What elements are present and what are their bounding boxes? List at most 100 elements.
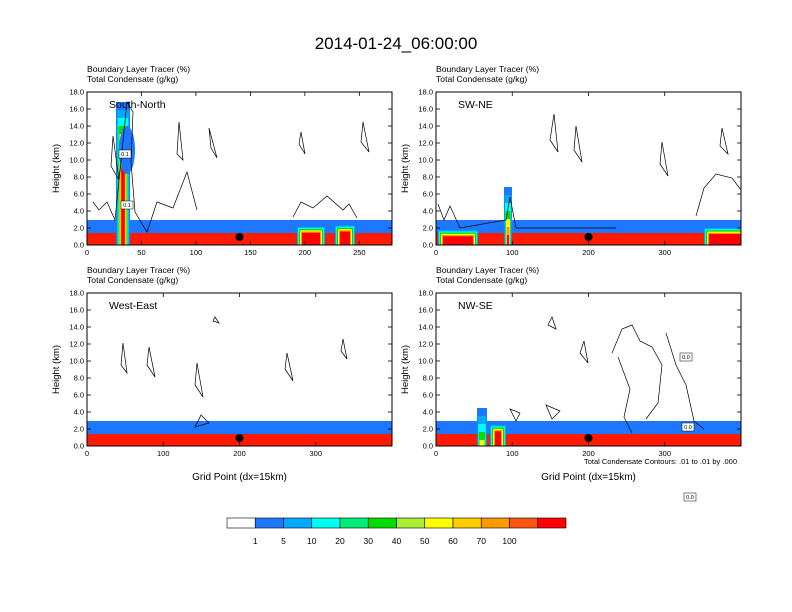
colorbar-swatch [226,517,256,529]
y-axis-label: Height (km) [51,144,62,193]
x-tick-label: 150 [244,248,257,257]
shade-band [87,421,392,436]
condensate-contour [545,404,561,420]
station-marker [584,434,593,442]
figure-title: 2014-01-24_06:00:00 [315,34,478,53]
condensate-contour [549,113,559,153]
y-tick-label: 10.0 [69,156,84,165]
y-tick-label: 16.0 [418,105,433,114]
y-tick-label: 16.0 [69,306,84,315]
y-axis-label: Height (km) [400,144,411,193]
panel-variable-1: Boundary Layer Tracer (%) [87,64,190,74]
condensate-contour [292,195,358,219]
y-tick-label: 0.0 [74,241,84,250]
y-axis-label: Height (km) [400,345,411,394]
y-tick-label: 12.0 [418,340,433,349]
y-tick-label: 10.0 [418,156,433,165]
colorbar-label: 30 [364,536,374,546]
shade-spike [507,235,509,245]
condensate-contour [92,100,198,233]
plot-area [436,113,741,245]
x-tick-label: 300 [658,449,671,458]
condensate-contour [659,141,669,177]
colorbar-swatch [480,517,510,529]
panel-nw-se: Boundary Layer Tracer (%)Total Condensat… [400,265,742,502]
plot-area [436,316,741,446]
x-axis-label: Grid Point (dx=15km) [541,472,636,483]
panel-sw-ne: Boundary Layer Tracer (%)Total Condensat… [400,64,742,257]
panel-variable-2: Total Condensate (g/kg) [87,275,178,285]
shade-spike [478,432,486,446]
y-tick-label: 2.0 [74,224,84,233]
panel-variable-2: Total Condensate (g/kg) [436,74,527,84]
x-tick-label: 200 [299,248,312,257]
panel-variable-2: Total Condensate (g/kg) [87,74,178,84]
condensate-contour [665,332,705,430]
x-tick-label: 0 [85,248,89,257]
station-marker [235,434,244,442]
panel-variable-1: Boundary Layer Tracer (%) [436,64,539,74]
shade-spike [121,150,125,245]
contour-label-box [679,352,693,362]
panel-south-north: Boundary Layer Tracer (%)Total Condensat… [51,64,393,257]
shade-rise [302,232,320,245]
contour-label-box [683,492,697,502]
colorbar-label: 1 [253,536,258,546]
colorbar: 1 5 10 20 30 40 50 60 70 100 [226,517,567,546]
x-tick-label: 100 [157,449,170,458]
colorbar-swatch [283,517,313,529]
y-tick-label: 4.0 [74,207,84,216]
y-tick-label: 4.0 [423,207,433,216]
colorbar-label: 20 [335,536,345,546]
condensate-contour [194,414,210,428]
x-tick-label: 300 [309,449,322,458]
condensate-contour [212,316,220,324]
condensate-contour [579,340,589,364]
condensate-contour [611,324,663,420]
x-axis-label: Grid Point (dx=15km) [192,472,287,483]
x-tick-label: 100 [506,449,519,458]
condensate-contour [298,131,306,155]
y-tick-label: 14.0 [418,122,433,131]
y-tick-label: 0.0 [74,442,84,451]
condensate-contour [176,121,184,161]
shade-band [436,220,741,235]
x-tick-label: 200 [233,449,246,458]
station-marker [235,233,244,241]
x-tick-label: 0 [85,449,89,458]
y-tick-label: 4.0 [74,408,84,417]
x-tick-label: 200 [582,248,595,257]
y-tick-label: 10.0 [418,357,433,366]
panel-label: NW-SE [458,300,493,312]
contour-label: 0.0 [684,425,692,431]
condensate-contour [340,338,348,360]
contour-label-box [681,422,695,432]
colorbar-label: 10 [307,536,317,546]
y-tick-label: 8.0 [423,374,433,383]
y-tick-label: 12.0 [69,340,84,349]
y-tick-label: 6.0 [74,391,84,400]
shade-rise [709,234,741,245]
y-tick-label: 18.0 [69,88,84,97]
condensate-contour [110,135,120,181]
condensate-contour [146,346,156,378]
condensate-contour [194,362,204,398]
condensate-contour [284,352,294,382]
colorbar-swatch [339,517,369,529]
panel-variable-1: Boundary Layer Tracer (%) [87,265,190,275]
shade-rise [443,236,473,245]
y-tick-label: 10.0 [69,357,84,366]
condensate-contour [437,196,616,229]
condensate-contour [208,127,218,159]
panel-label: West-East [109,300,157,312]
shade-band [436,421,741,436]
contour-label: 0.1 [121,152,129,158]
colorbar-swatch [537,517,567,529]
y-tick-label: 14.0 [418,323,433,332]
y-tick-label: 14.0 [69,122,84,131]
colorbar-label: 40 [392,536,402,546]
y-tick-label: 0.0 [423,241,433,250]
y-tick-label: 2.0 [423,425,433,434]
colorbar-swatch [509,517,539,529]
